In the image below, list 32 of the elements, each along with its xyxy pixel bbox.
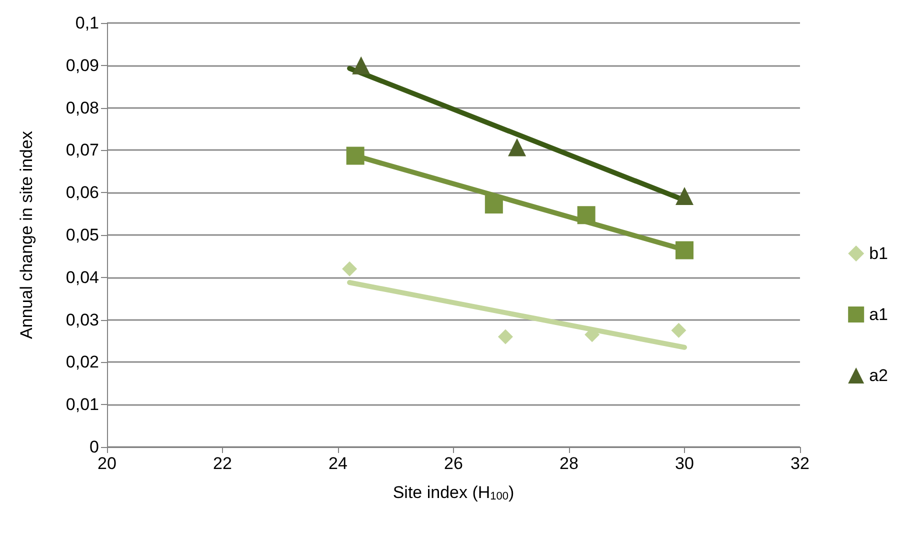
legend-label: a1 [869, 305, 888, 324]
x-tick-label: 28 [560, 454, 578, 473]
y-tick-label: 0,02 [66, 352, 99, 372]
x-tick-label: 22 [213, 454, 232, 473]
point [498, 329, 513, 344]
legend-label: b1 [869, 244, 888, 263]
y-tick-label: 0,1 [75, 14, 99, 32]
y-tick-label: 0,06 [66, 183, 99, 202]
point [484, 195, 503, 214]
y-tick-label: 0,05 [66, 226, 99, 244]
y-tick-label: 0,04 [66, 268, 99, 287]
point [577, 206, 596, 224]
y-tick-label: 0,03 [66, 310, 99, 330]
point [508, 138, 526, 156]
y-tick-label: 0,07 [66, 140, 99, 160]
x-tick-label: 24 [328, 454, 348, 473]
point [352, 56, 370, 74]
x-tick-label: 20 [98, 454, 116, 473]
y-tick-label: 0 [90, 438, 99, 456]
y-tick-label: 0,09 [66, 56, 99, 75]
point [671, 322, 686, 338]
legend-label: a2 [869, 366, 888, 385]
x-tick-label: 32 [790, 454, 810, 473]
y-axis-title: Annual change in site index [17, 130, 36, 339]
point [342, 261, 358, 276]
x-tick-label: 30 [675, 454, 694, 473]
point [676, 186, 694, 205]
point [676, 241, 694, 260]
y-tick-label: 0,01 [66, 395, 99, 414]
x-tick-label: 26 [444, 454, 463, 473]
y-tick-label: 0,08 [66, 98, 99, 118]
point [346, 146, 364, 165]
